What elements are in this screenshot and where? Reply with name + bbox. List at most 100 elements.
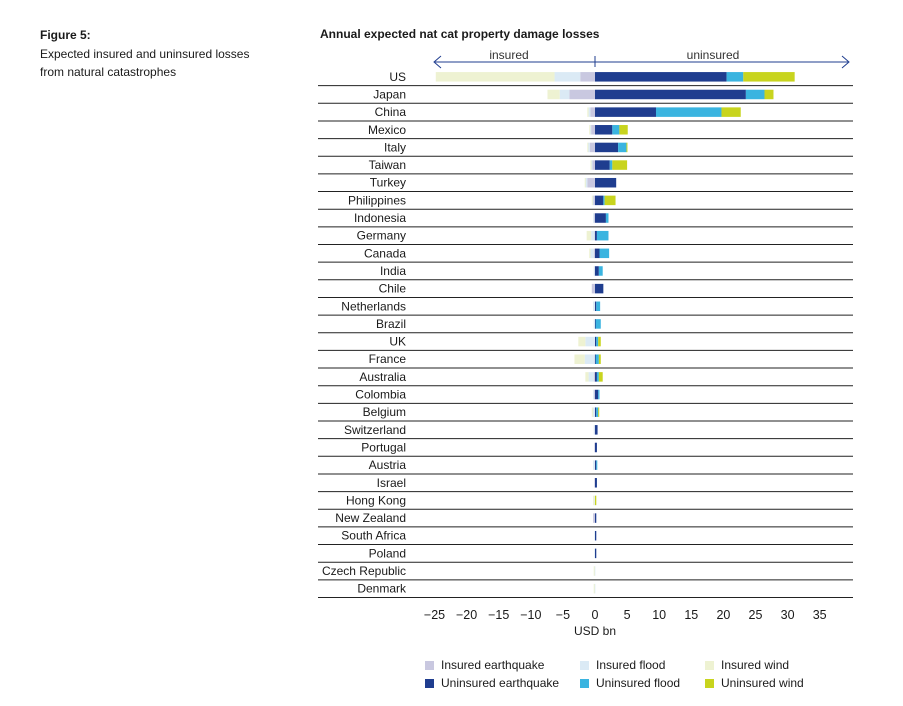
legend-label: Insured wind	[721, 658, 790, 672]
figure-caption: Expected insured and uninsured losses fr…	[40, 47, 250, 79]
country-label-japan: Japan	[373, 87, 406, 101]
bar-insured-earthquake-switzerland	[594, 425, 596, 435]
bar-uninsured-earthquake-us	[595, 72, 727, 82]
bar-uninsured-flood-france	[595, 354, 599, 364]
bar-insured-earthquake-mexico	[591, 125, 595, 135]
legend-item-insured-flood: Insured flood	[580, 658, 665, 672]
bar-insured-earthquake-turkey	[587, 177, 595, 188]
bar-uninsured-flood-mexico	[612, 125, 620, 135]
bar-uninsured-earthquake-france	[595, 354, 596, 364]
country-label-switzerland: Switzerland	[344, 423, 406, 437]
country-label-france: France	[369, 352, 407, 366]
bar-insured-earthquake-taiwan	[592, 160, 595, 170]
bar-uninsured-wind-taiwan	[612, 160, 628, 170]
country-label-denmark: Denmark	[357, 582, 407, 596]
legend-item-insured-wind: Insured wind	[705, 658, 789, 672]
country-label-germany: Germany	[357, 229, 406, 243]
legend-item-insured-earthquake: Insured earthquake	[425, 658, 544, 672]
country-label-indonesia: Indonesia	[354, 211, 406, 225]
bar-uninsured-flood-india	[598, 266, 603, 276]
country-label-china: China	[375, 105, 407, 119]
bar-uninsured-earthquake-turkey	[595, 177, 617, 188]
bar-uninsured-flood-netherlands	[596, 301, 601, 312]
legend-swatch-uninsured-wind	[705, 678, 714, 688]
bar-uninsured-earthquake-netherlands	[595, 301, 597, 312]
country-label-netherlands: Netherlands	[341, 299, 406, 313]
x-tick-label: 10	[652, 608, 666, 622]
bar-insured-earthquake-italy	[589, 142, 595, 153]
bar-insured-wind-czech-republic	[593, 566, 595, 576]
bar-uninsured-earthquake-taiwan	[595, 160, 610, 170]
bar-uninsured-wind-philippines	[604, 195, 616, 206]
x-tick-label: 5	[624, 608, 631, 622]
bar-uninsured-earthquake-uk	[595, 336, 597, 347]
country-label-new-zealand: New Zealand	[335, 511, 406, 525]
x-tick-label: 15	[684, 608, 698, 622]
bar-insured-flood-brazil	[593, 319, 595, 329]
bar-uninsured-wind-china	[721, 107, 741, 117]
bar-uninsured-earthquake-philippines	[595, 195, 604, 206]
legend-label: Uninsured wind	[721, 676, 804, 690]
right-arrowhead-icon	[841, 55, 850, 69]
x-tick-label: 35	[813, 608, 827, 622]
bar-insured-flood-mexico	[589, 125, 592, 135]
bar-uninsured-wind-italy	[626, 142, 628, 153]
bar-insured-wind-australia	[585, 372, 589, 382]
legend-label: Insured flood	[596, 658, 666, 672]
bar-insured-earthquake-new-zealand	[593, 513, 595, 523]
bar-uninsured-wind-belgium	[598, 407, 600, 417]
bar-insured-flood-czech-republic	[594, 566, 596, 576]
bar-insured-flood-france	[584, 354, 595, 364]
country-label-italy: Italy	[384, 140, 406, 154]
chart-title: Annual expected nat cat property damage …	[320, 27, 600, 41]
country-label-mexico: Mexico	[368, 123, 406, 137]
bar-insured-earthquake-canada	[593, 248, 595, 259]
bar-insured-earthquake-portugal	[594, 442, 596, 453]
country-label-poland: Poland	[369, 546, 406, 560]
country-label-australia: Australia	[359, 370, 406, 384]
bar-insured-wind-taiwan	[590, 160, 592, 170]
bar-uninsured-flood-brazil	[595, 319, 601, 329]
bar-uninsured-earthquake-switzerland	[595, 425, 598, 435]
legend-swatch-insured-wind	[705, 660, 714, 670]
bar-insured-earthquake-colombia	[593, 389, 595, 400]
bar-uninsured-earthquake-germany	[595, 230, 597, 241]
bar-insured-flood-us	[554, 72, 581, 82]
legend-swatch-insured-earthquake	[425, 660, 434, 670]
x-tick-label: −20	[456, 608, 477, 622]
bar-uninsured-wind-mexico	[619, 125, 628, 135]
country-label-philippines: Philippines	[348, 193, 406, 207]
bar-insured-flood-belgium	[593, 407, 595, 417]
bar-uninsured-earthquake-austria	[595, 460, 597, 470]
bar-uninsured-earthquake-new-zealand	[595, 513, 597, 523]
bar-uninsured-flood-germany	[596, 230, 609, 241]
bar-insured-wind-china	[587, 107, 589, 117]
bar-insured-earthquake-israel	[594, 478, 596, 488]
bar-uninsured-earthquake-canada	[595, 248, 600, 259]
bar-insured-flood-australia	[588, 372, 594, 382]
bar-insured-flood-poland	[594, 548, 596, 559]
uninsured-direction-label: uninsured	[687, 48, 740, 62]
bar-uninsured-earthquake-japan	[595, 89, 746, 100]
bar-insured-earthquake-japan	[569, 89, 595, 100]
bar-insured-flood-taiwan	[591, 160, 593, 170]
bar-insured-flood-uk	[585, 336, 595, 347]
bar-insured-wind-mexico	[589, 125, 591, 135]
bar-insured-flood-hong-kong	[594, 495, 596, 506]
legend-item-uninsured-earthquake: Uninsured earthquake	[425, 676, 559, 690]
bar-insured-wind-italy	[587, 142, 589, 153]
x-tick-label: 0	[592, 608, 599, 622]
country-label-czech-republic: Czech Republic	[322, 564, 406, 578]
bar-uninsured-earthquake-israel	[595, 478, 597, 488]
bar-uninsured-wind-australia	[598, 372, 603, 382]
bar-uninsured-flood-china	[655, 107, 722, 117]
bar-insured-flood-germany	[591, 230, 595, 241]
country-label-belgium: Belgium	[363, 405, 406, 419]
left-arrowhead-icon	[433, 55, 442, 69]
bar-uninsured-earthquake-india	[595, 266, 599, 276]
bar-uninsured-wind-france	[598, 354, 601, 364]
country-label-hong-kong: Hong Kong	[346, 493, 406, 507]
bar-uninsured-flood-austria	[596, 460, 598, 470]
bar-uninsured-flood-us	[726, 72, 744, 82]
